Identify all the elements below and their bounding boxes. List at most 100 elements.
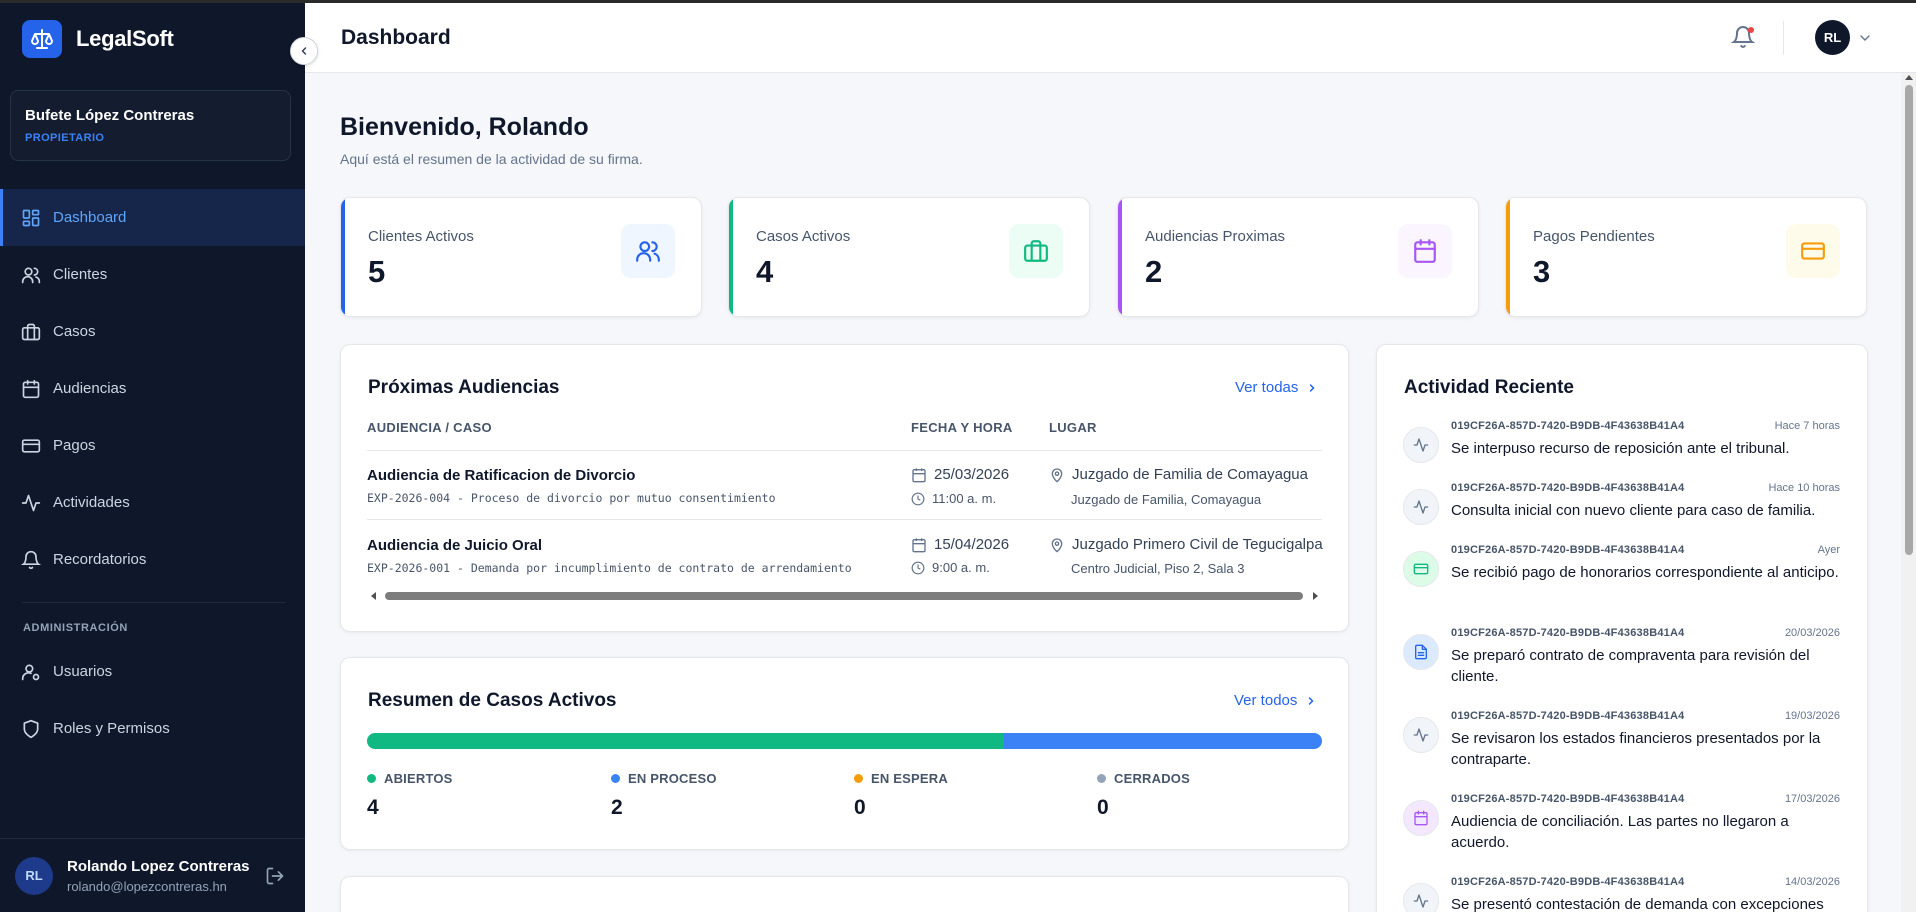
sidebar-item-label: Clientes (53, 266, 108, 283)
logout-button[interactable] (263, 864, 287, 888)
hearing-place-detail: Centro Judicial, Piso 2, Sala 3 (1071, 561, 1245, 576)
legend-cerrados: CERRADOS (1097, 771, 1190, 786)
user-menu-toggle[interactable] (1857, 30, 1873, 46)
sidebar-item-clientes[interactable]: Clientes (0, 246, 305, 303)
page-scrollbar[interactable] (1901, 73, 1916, 912)
header-divider (1783, 21, 1784, 55)
hearing-time-value: 9:00 a. m. (932, 560, 990, 575)
activity-icon (20, 492, 42, 514)
hearing-title[interactable]: Audiencia de Juicio Oral (367, 537, 543, 554)
sidebar-item-casos[interactable]: Casos (0, 303, 305, 360)
activity-icon (1403, 427, 1439, 463)
legend-dot (1097, 774, 1106, 783)
activity-text: Se interpuso recurso de reposición ante … (1451, 440, 1790, 457)
app-name: LegalSoft (76, 26, 174, 51)
stat-accent-bar (1506, 198, 1510, 316)
table-divider (367, 519, 1322, 520)
user-info: Rolando Lopez Contreras rolando@lopezcon… (67, 858, 257, 894)
welcome-subtitle: Aquí está el resumen de la actividad de … (340, 151, 643, 167)
stat-card-clients[interactable]: Clientes Activos 5 (340, 197, 702, 317)
column-header[interactable]: LUGAR (1049, 420, 1097, 435)
activity-text: Se presentó contestación de demanda con … (1451, 896, 1824, 912)
stat-value: 3 (1533, 254, 1551, 289)
avatar[interactable]: RL (15, 856, 53, 895)
hearing-time: 9:00 a. m. (911, 560, 990, 575)
dashboard-icon (20, 207, 42, 229)
sidebar: LegalSoft Bufete López Contreras PROPIET… (0, 0, 305, 912)
hearing-date: 25/03/2026 (911, 466, 1009, 483)
hearing-time: 11:00 a. m. (911, 491, 996, 506)
activity-id: 019CF26A-857D-7420-B9DB-4F43638B41A4 (1451, 793, 1685, 805)
notifications-button[interactable] (1730, 25, 1757, 51)
activity-time: 20/03/2026 (1784, 627, 1840, 639)
chevron-down-icon (1860, 35, 1870, 41)
legend-dot (854, 774, 863, 783)
admin-nav: Usuarios Roles y Permisos (0, 643, 305, 757)
hearing-title[interactable]: Audiencia de Ratificacion de Divorcio (367, 467, 636, 484)
collapse-sidebar-button[interactable] (290, 37, 318, 65)
sidebar-item-label: Audiencias (53, 380, 127, 397)
credit-card-icon (1403, 551, 1439, 587)
link-label: Ver todos (1234, 692, 1298, 709)
bell-icon (20, 549, 42, 571)
scrollbar-thumb[interactable] (385, 592, 1303, 600)
firm-name: Bufete López Contreras (25, 107, 195, 124)
sidebar-item-roles[interactable]: Roles y Permisos (0, 700, 305, 757)
user-profile: RL Rolando Lopez Contreras rolando@lopez… (0, 838, 305, 912)
scroll-left-arrow[interactable] (371, 592, 376, 600)
stat-card-cases[interactable]: Casos Activos 4 (728, 197, 1090, 317)
sidebar-item-recordatorios[interactable]: Recordatorios (0, 531, 305, 588)
stat-accent-bar (729, 198, 733, 316)
legend-value: 0 (1097, 796, 1109, 819)
sidebar-item-label: Roles y Permisos (53, 720, 170, 737)
activity-text: Consulta inicial con nuevo cliente para … (1451, 502, 1816, 519)
stat-value: 4 (756, 254, 774, 289)
sidebar-item-audiencias[interactable]: Audiencias (0, 360, 305, 417)
view-all-cases-link[interactable]: Ver todos (1234, 692, 1317, 709)
sidebar-item-usuarios[interactable]: Usuarios (0, 643, 305, 700)
scroll-up-arrow[interactable] (1905, 75, 1913, 80)
progress-segment (367, 733, 1004, 749)
logout-icon (266, 867, 284, 884)
user-email: rolando@lopezcontreras.hn (67, 878, 227, 894)
stat-card-hearings[interactable]: Audiencias Proximas 2 (1117, 197, 1479, 317)
legend-label: EN ESPERA (871, 771, 948, 786)
activity-id: 019CF26A-857D-7420-B9DB-4F43638B41A4 (1451, 710, 1685, 722)
user-name: Rolando Lopez Contreras (67, 857, 250, 875)
scroll-right-arrow[interactable] (1313, 592, 1318, 600)
sidebar-item-pagos[interactable]: Pagos (0, 417, 305, 474)
legend-abiertos: ABIERTOS (367, 771, 453, 786)
hearing-date: 15/04/2026 (911, 536, 1009, 553)
legend-dot (367, 774, 376, 783)
clock-icon (911, 492, 925, 505)
column-header[interactable]: AUDIENCIA / CASO (367, 420, 492, 435)
sidebar-item-actividades[interactable]: Actividades (0, 474, 305, 531)
stat-label: Pagos Pendientes (1533, 228, 1655, 245)
credit-card-icon (1786, 224, 1840, 278)
legend-dot (611, 774, 620, 783)
stat-card-payments[interactable]: Pagos Pendientes 3 (1505, 197, 1867, 317)
legend-label: EN PROCESO (628, 771, 717, 786)
activity-id: 019CF26A-857D-7420-B9DB-4F43638B41A4 (1451, 544, 1685, 556)
activity-icon (1403, 489, 1439, 525)
table-horizontal-scrollbar[interactable] (367, 588, 1322, 604)
panel-title: Próximas Audiencias (368, 377, 560, 398)
nav-section-admin: ADMINISTRACIÓN (23, 622, 128, 634)
scales-icon (22, 20, 62, 58)
scrollbar-thumb[interactable] (1905, 85, 1913, 555)
column-header[interactable]: FECHA Y HORA (911, 420, 1013, 435)
sidebar-item-label: Casos (53, 323, 96, 340)
app-logo[interactable]: LegalSoft (22, 20, 174, 58)
map-pin-icon (1051, 537, 1063, 553)
user-menu-avatar[interactable]: RL (1815, 20, 1850, 55)
firm-role: PROPIETARIO (25, 132, 105, 144)
activity-time: 19/03/2026 (1784, 710, 1840, 722)
calendar-icon (912, 537, 926, 552)
legend-value: 2 (611, 796, 623, 819)
firm-selector[interactable]: Bufete López Contreras PROPIETARIO (10, 90, 291, 161)
top-header: Dashboard RL (305, 3, 1916, 73)
stat-label: Audiencias Proximas (1145, 228, 1286, 245)
view-all-hearings-link[interactable]: Ver todas (1235, 379, 1318, 396)
notification-badge (1748, 27, 1754, 33)
sidebar-item-dashboard[interactable]: Dashboard (0, 189, 305, 246)
